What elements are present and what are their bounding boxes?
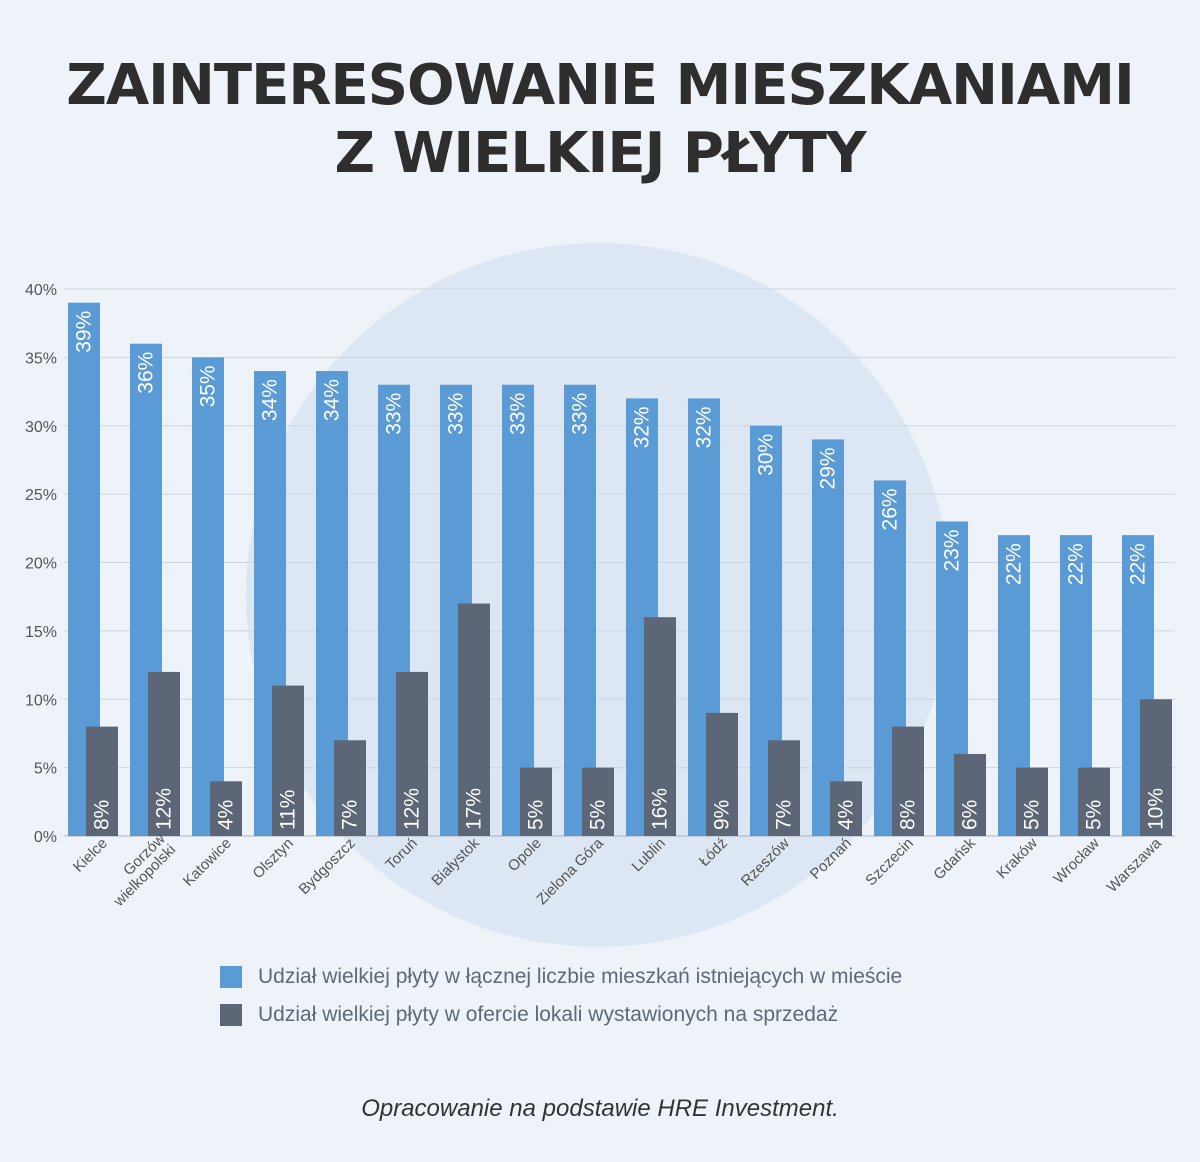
x-tick-label: Kraków	[993, 835, 1041, 883]
bar-offer-share	[520, 767, 552, 836]
x-tick-label: Szczecin	[862, 835, 916, 889]
legend-swatch-blue	[220, 966, 242, 988]
bar-offer-share	[1016, 767, 1048, 836]
y-axis: 0% 5% 10% 15% 20% 25% 30% 35% 40%	[25, 282, 57, 846]
data-label-offer-share: 7%	[773, 800, 796, 830]
bar-offer-share	[272, 685, 304, 836]
data-label-offer-share: 4%	[835, 800, 858, 830]
data-label-total-share: 26%	[879, 488, 902, 530]
x-tick-label: Kielce	[70, 835, 111, 876]
data-label-total-share: 23%	[941, 529, 964, 571]
x-tick-label: Bydgoszcz	[296, 835, 359, 898]
bar-offer-share	[830, 781, 862, 836]
data-label-total-share: 34%	[321, 379, 344, 421]
data-label-offer-share: 16%	[649, 788, 672, 830]
data-label-offer-share: 12%	[153, 788, 176, 830]
y-tick-label: 25%	[25, 487, 57, 504]
data-label-total-share: 22%	[1127, 543, 1150, 585]
data-label-offer-share: 4%	[215, 800, 238, 830]
data-label-total-share: 32%	[693, 406, 716, 448]
chart-title-line-2: Z WIELKIEJ PŁYTY	[334, 121, 866, 186]
bar-offer-share	[210, 781, 242, 836]
gridlines	[64, 288, 1175, 837]
data-label-offer-share: 6%	[959, 800, 982, 830]
data-label-offer-share: 5%	[1021, 800, 1044, 830]
y-tick-label: 0%	[34, 829, 57, 846]
data-label-total-share: 30%	[755, 434, 778, 476]
bar-offer-share	[768, 740, 800, 836]
data-label-offer-share: 8%	[897, 800, 920, 830]
bar-offer-share	[892, 726, 924, 836]
bar-offer-share	[582, 767, 614, 836]
y-tick-label: 15%	[25, 624, 57, 641]
legend: Udział wielkiej płyty w łącznej liczbie …	[220, 958, 902, 1034]
y-tick-label: 10%	[25, 692, 57, 709]
bar-offer-share	[396, 671, 428, 836]
data-label-total-share: 36%	[135, 352, 158, 394]
data-label-offer-share: 10%	[1145, 788, 1168, 830]
data-label-total-share: 29%	[817, 447, 840, 489]
data-label-total-share: 22%	[1003, 543, 1026, 585]
bar-offer-share	[1140, 699, 1172, 836]
source-note: Opracowanie na podstawie HRE Investment.	[361, 1095, 839, 1122]
bar-offer-share	[706, 712, 738, 836]
chart-title-line-1: ZAINTERESOWANIE MIESZKANIAMI	[66, 53, 1135, 118]
bars: 39% 8% 36% 12% 35% 4% 34% 11% 34% 7% 33% 12% 33% 17% 3…	[68, 302, 1172, 836]
data-label-offer-share: 7%	[339, 800, 362, 830]
x-tick-label: Warszawa	[1104, 834, 1166, 896]
data-label-offer-share: 5%	[525, 800, 548, 830]
x-tick-label: Wrocław	[1050, 835, 1103, 888]
bar-total-share	[192, 357, 224, 836]
bar-offer-share	[954, 753, 986, 836]
bar-offer-share	[334, 740, 366, 836]
data-label-total-share: 35%	[197, 365, 220, 407]
data-label-offer-share: 12%	[401, 788, 424, 830]
data-label-total-share: 33%	[569, 393, 592, 435]
bar-offer-share	[86, 726, 118, 836]
y-tick-label: 20%	[25, 556, 57, 573]
bar-offer-share	[148, 671, 180, 836]
chart-title: ZAINTERESOWANIE MIESZKANIAMI Z WIELKIEJ …	[0, 52, 1200, 188]
data-label-total-share: 33%	[383, 393, 406, 435]
bar-offer-share	[458, 603, 490, 836]
data-label-offer-share: 8%	[91, 800, 114, 830]
x-tick-label: Gorzówwielkopolski	[99, 830, 179, 910]
y-tick-label: 35%	[25, 350, 57, 367]
data-label-offer-share: 11%	[277, 790, 300, 830]
data-label-total-share: 33%	[507, 393, 530, 435]
y-tick-label: 5%	[34, 761, 57, 778]
y-tick-label: 30%	[25, 419, 57, 436]
data-label-offer-share: 17%	[463, 788, 486, 830]
legend-label-offer-share: Udział wielkiej płyty w ofercie lokali w…	[258, 1003, 839, 1026]
data-label-total-share: 33%	[445, 393, 468, 435]
x-tick-label: Katowice	[180, 835, 235, 890]
data-label-offer-share: 5%	[1083, 800, 1106, 830]
legend-label-total-share: Udział wielkiej płyty w łącznej liczbie …	[258, 965, 903, 988]
bar-total-share	[812, 439, 844, 836]
y-tick-label: 40%	[25, 282, 57, 299]
legend-item-total-share: Udział wielkiej płyty w łącznej liczbie …	[220, 958, 902, 996]
data-label-total-share: 32%	[631, 406, 654, 448]
data-label-offer-share: 9%	[711, 800, 734, 830]
legend-item-offer-share: Udział wielkiej płyty w ofercie lokali w…	[220, 996, 902, 1034]
bar-total-share	[564, 384, 596, 836]
bar-offer-share	[644, 617, 676, 836]
legend-swatch-gray	[220, 1004, 242, 1026]
x-tick-label: Olsztyn	[249, 835, 296, 882]
data-label-total-share: 39%	[73, 311, 96, 353]
bar-total-share	[502, 384, 534, 836]
data-label-total-share: 34%	[259, 379, 282, 421]
bar-offer-share	[1078, 767, 1110, 836]
data-label-offer-share: 5%	[587, 800, 610, 830]
bar-chart: 0% 5% 10% 15% 20% 25% 30% 35% 40% 39% 8% 36% 12% 35%…	[25, 243, 1175, 947]
x-tick-label: Gdańsk	[930, 834, 979, 883]
data-label-total-share: 22%	[1065, 543, 1088, 585]
